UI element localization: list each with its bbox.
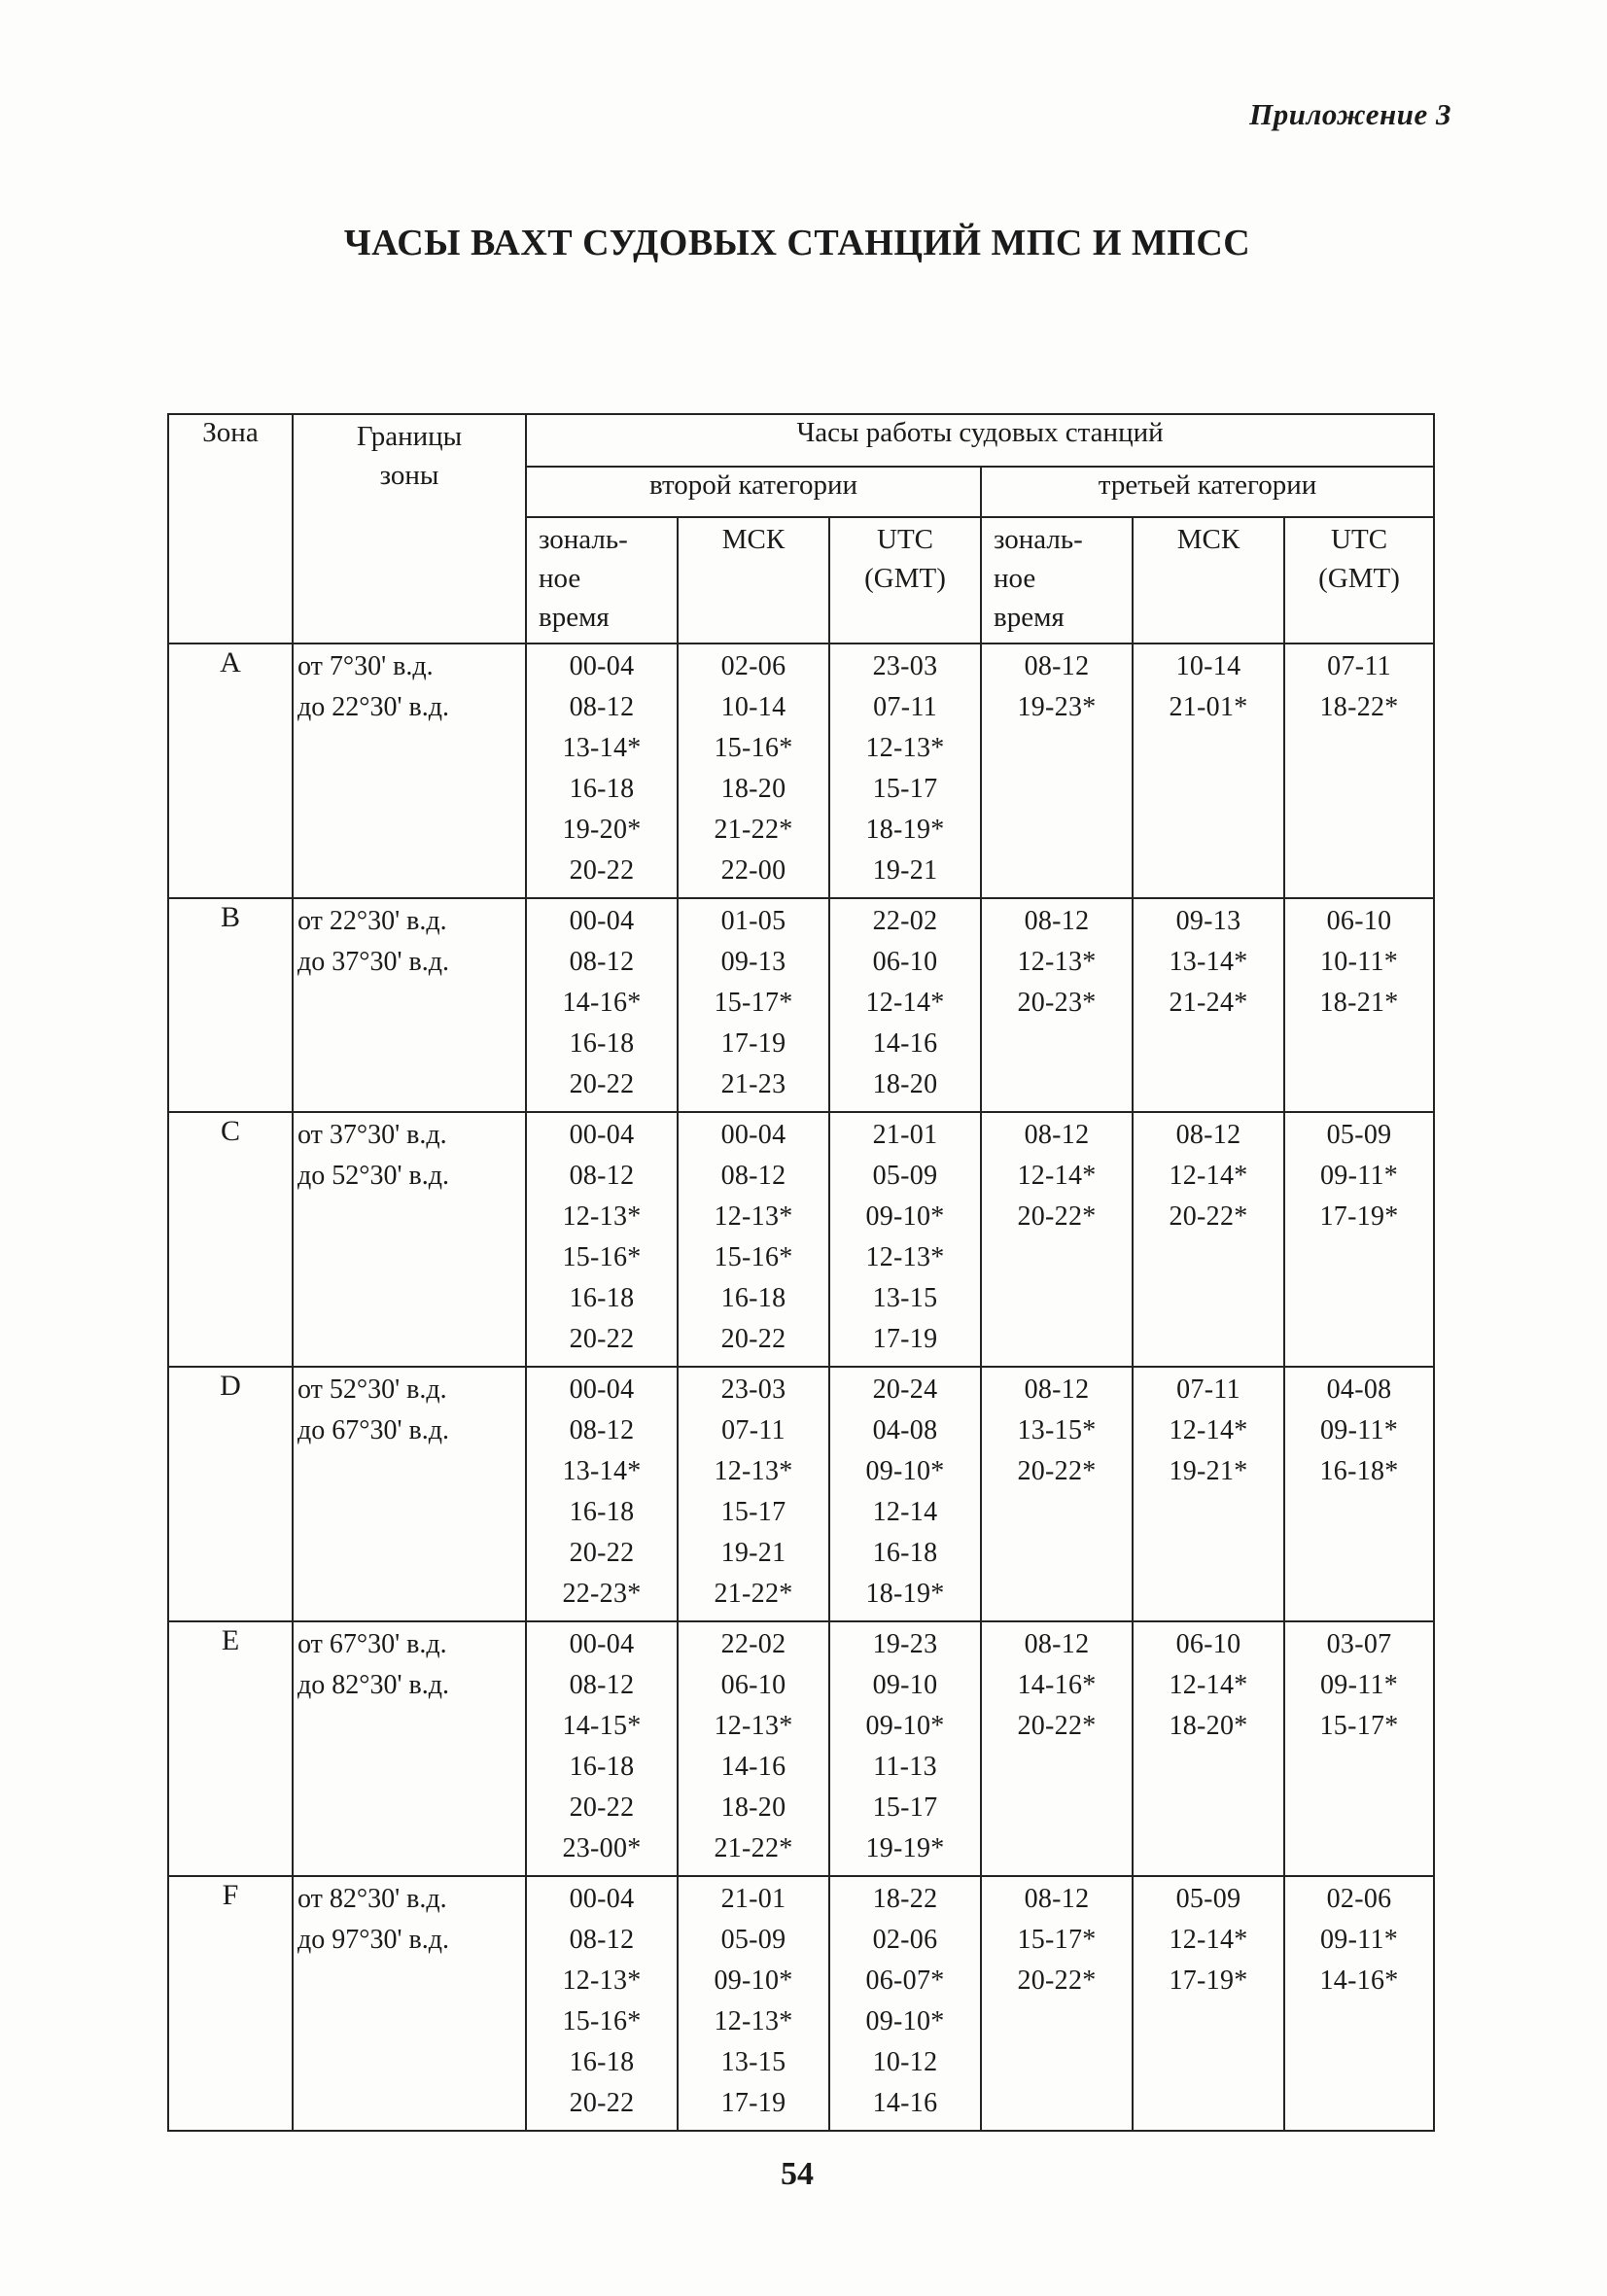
- zone-letter: E: [167, 1620, 294, 1877]
- col-header-category2: второй категории: [525, 466, 982, 518]
- cat2-msk-times: 21-01 05-09 09-10* 12-13* 13-15 17-19: [677, 1875, 830, 2132]
- zone-boundaries: от 82°30' в.д. до 97°30' в.д.: [292, 1875, 527, 2132]
- cat3-zonal-times: 08-12 19-23*: [980, 643, 1134, 899]
- col-header-cat2-utc: UTC (GMT): [828, 516, 982, 644]
- cat3-utc-times: 05-09 09-11* 17-19*: [1282, 1111, 1436, 1368]
- cat2-msk-times: 23-03 07-11 12-13* 15-17 19-21 21-22*: [677, 1366, 830, 1622]
- col-header-cat3-utc: UTC (GMT): [1282, 516, 1436, 644]
- zone-letter: F: [167, 1875, 294, 2132]
- cat2-zonal-times: 00-04 08-12 14-16* 16-18 20-22: [525, 897, 679, 1113]
- cat3-utc-times: 06-10 10-11* 18-21*: [1282, 897, 1436, 1113]
- zone-boundaries: от 22°30' в.д. до 37°30' в.д.: [292, 897, 527, 1113]
- cat3-msk-times: 07-11 12-14* 19-21*: [1132, 1366, 1285, 1622]
- cat3-zonal-times: 08-12 13-15* 20-22*: [980, 1366, 1134, 1622]
- cat2-zonal-times: 00-04 08-12 12-13* 15-16* 16-18 20-22: [525, 1875, 679, 2132]
- cat2-zonal-times: 00-04 08-12 13-14* 16-18 20-22 22-23*: [525, 1366, 679, 1622]
- watch-hours-table: Зона Границы зоны Часы работы судовых ст…: [167, 413, 1436, 2132]
- cat2-msk-times: 22-02 06-10 12-13* 14-16 18-20 21-22*: [677, 1620, 830, 1877]
- cat3-utc-times: 02-06 09-11* 14-16*: [1282, 1875, 1436, 2132]
- zone-letter: C: [167, 1111, 294, 1368]
- cat3-zonal-times: 08-12 14-16* 20-22*: [980, 1620, 1134, 1877]
- cat3-zonal-times: 08-12 15-17* 20-22*: [980, 1875, 1134, 2132]
- col-header-category3: третьей категории: [979, 466, 1436, 518]
- zone-boundaries: от 67°30' в.д. до 82°30' в.д.: [292, 1620, 527, 1877]
- cat3-zonal-times: 08-12 12-14* 20-22*: [980, 1111, 1134, 1368]
- zone-boundaries: от 7°30' в.д. до 22°30' в.д.: [292, 643, 527, 899]
- cat3-utc-times: 03-07 09-11* 15-17*: [1282, 1620, 1436, 1877]
- cat2-utc-times: 21-01 05-09 09-10* 12-13* 13-15 17-19: [828, 1111, 982, 1368]
- cat3-msk-times: 08-12 12-14* 20-22*: [1132, 1111, 1285, 1368]
- col-header-cat3-msk: МСК: [1132, 516, 1285, 644]
- cat2-msk-times: 01-05 09-13 15-17* 17-19 21-23: [677, 897, 830, 1113]
- appendix-label: Приложение 3: [1249, 97, 1451, 131]
- header-row-categories: второй категории третьей категории: [168, 466, 1436, 518]
- col-header-boundaries: Границы зоны: [292, 413, 527, 644]
- page-number: 54: [781, 2156, 814, 2192]
- col-header-hours-group: Часы работы судовых станций: [524, 413, 1436, 468]
- cat2-utc-times: 19-23 09-10 09-10* 11-13 15-17 19-19*: [828, 1620, 982, 1877]
- cat2-zonal-times: 00-04 08-12 13-14* 16-18 19-20* 20-22: [525, 643, 679, 899]
- zone-boundaries: от 52°30' в.д. до 67°30' в.д.: [292, 1366, 527, 1622]
- cat2-zonal-times: 00-04 08-12 14-15* 16-18 20-22 23-00*: [525, 1620, 679, 1877]
- header-row-group: Зона Границы зоны Часы работы судовых ст…: [167, 413, 1436, 644]
- cat3-utc-times: 04-08 09-11* 16-18*: [1282, 1366, 1436, 1622]
- zone-letter: B: [167, 897, 294, 1113]
- zone-letter: A: [167, 643, 294, 899]
- col-header-cat2-msk: МСК: [677, 516, 830, 644]
- cat2-utc-times: 20-24 04-08 09-10* 12-14 16-18 18-19*: [828, 1366, 982, 1622]
- cat3-zonal-times: 08-12 12-13* 20-23*: [980, 897, 1134, 1113]
- zone-boundaries: от 37°30' в.д. до 52°30' в.д.: [292, 1111, 527, 1368]
- cat2-utc-times: 22-02 06-10 12-14* 14-16 18-20: [828, 897, 982, 1113]
- cat2-msk-times: 00-04 08-12 12-13* 15-16* 16-18 20-22: [677, 1111, 830, 1368]
- cat3-utc-times: 07-11 18-22*: [1282, 643, 1436, 899]
- cat2-utc-times: 23-03 07-11 12-13* 15-17 18-19* 19-21: [828, 643, 982, 899]
- col-header-cat3-zonal: зональ- ное время: [980, 516, 1134, 644]
- cat2-msk-times: 02-06 10-14 15-16* 18-20 21-22* 22-00: [677, 643, 830, 899]
- col-header-zone: Зона: [167, 413, 294, 644]
- cat3-msk-times: 09-13 13-14* 21-24*: [1132, 897, 1285, 1113]
- cat3-msk-times: 10-14 21-01*: [1132, 643, 1285, 899]
- col-header-cat2-zonal: зональ- ное время: [525, 516, 679, 644]
- cat3-msk-times: 06-10 12-14* 18-20*: [1132, 1620, 1285, 1877]
- cat2-zonal-times: 00-04 08-12 12-13* 15-16* 16-18 20-22: [525, 1111, 679, 1368]
- cat2-utc-times: 18-22 02-06 06-07* 09-10* 10-12 14-16: [828, 1875, 982, 2132]
- header-row-subcolumns: зональ- ное время МСК UTC (GMT) зональ- ное…: [168, 516, 1436, 644]
- cat3-msk-times: 05-09 12-14* 17-19*: [1132, 1875, 1285, 2132]
- zone-letter: D: [167, 1366, 294, 1622]
- page-title: ЧАСЫ ВАХТ СУДОВЫХ СТАНЦИЙ МПС И МПСС: [343, 223, 1251, 263]
